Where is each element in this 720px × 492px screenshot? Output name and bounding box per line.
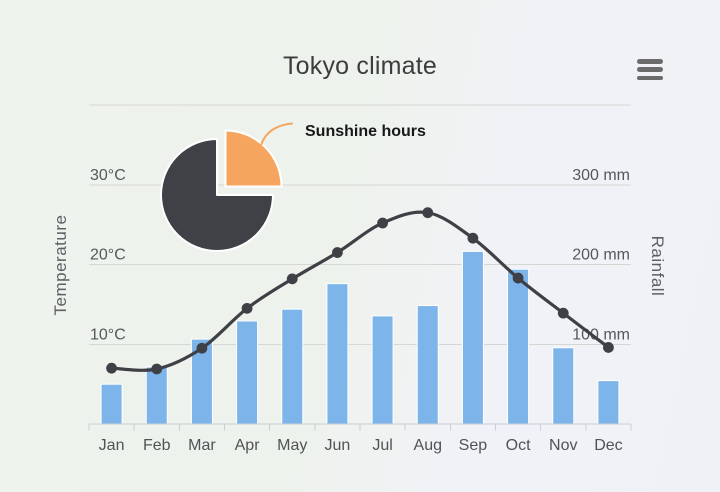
temperature-tick-labels: 10°C 20°C 30°C xyxy=(90,167,126,344)
x-axis-label-nov: Nov xyxy=(549,437,577,454)
rainfall-bar-oct[interactable] xyxy=(507,268,530,425)
temperature-point-apr[interactable] xyxy=(241,302,253,314)
hamburger-menu-icon[interactable] xyxy=(637,59,663,80)
x-axis-label-sep: Sep xyxy=(459,437,488,454)
pie-callout-label: Sunshine hours xyxy=(305,123,426,140)
pie-slice-sunshine-hours[interactable] xyxy=(224,129,283,188)
rainfall-bar-feb[interactable] xyxy=(145,366,168,425)
x-axis xyxy=(88,423,632,431)
x-axis-label-feb: Feb xyxy=(143,437,171,454)
temperature-point-sep[interactable] xyxy=(467,232,479,244)
month-labels: Jan Feb Mar Apr May Jun Jul Aug Sep Oct Nov Dec xyxy=(99,437,623,454)
temperature-point-aug[interactable] xyxy=(422,207,434,219)
rainfall-bar-nov[interactable] xyxy=(552,347,575,425)
x-axis-label-oct: Oct xyxy=(506,437,531,454)
rainfall-bars xyxy=(100,250,620,425)
rainfall-bar-sep[interactable] xyxy=(461,250,484,425)
rainfall-bar-dec[interactable] xyxy=(597,380,620,425)
hamburger-bar xyxy=(637,75,663,80)
hamburger-bar xyxy=(637,59,663,64)
rainfall-bar-jun[interactable] xyxy=(326,283,349,425)
temperature-tick-label: 20°C xyxy=(90,247,126,264)
x-axis-label-jul: Jul xyxy=(372,437,392,454)
temperature-axis-title: Temperature xyxy=(51,215,70,316)
temperature-tick-label: 30°C xyxy=(90,167,126,184)
page-title: Tokyo climate xyxy=(282,52,438,80)
rainfall-bar-jul[interactable] xyxy=(371,315,394,425)
x-axis-label-mar: Mar xyxy=(188,437,216,454)
rainfall-axis-title: Rainfall xyxy=(648,236,667,297)
rainfall-bar-jan[interactable] xyxy=(100,383,123,425)
temperature-point-jul[interactable] xyxy=(377,217,388,229)
rainfall-bar-aug[interactable] xyxy=(416,305,439,425)
rainfall-tick-label: 200 mm xyxy=(572,247,630,264)
temperature-point-jan[interactable] xyxy=(106,362,117,374)
pie-slice-other[interactable] xyxy=(160,138,274,252)
temperature-point-feb[interactable] xyxy=(151,363,163,375)
temperature-point-mar[interactable] xyxy=(196,342,208,354)
x-axis-label-aug: Aug xyxy=(414,437,442,454)
x-axis-label-jan: Jan xyxy=(99,437,125,454)
temperature-point-oct[interactable] xyxy=(512,272,524,284)
temperature-line xyxy=(106,207,614,375)
pie-callout-connector xyxy=(260,122,293,145)
temperature-point-may[interactable] xyxy=(286,273,298,285)
temperature-point-dec[interactable] xyxy=(603,342,614,353)
rainfall-tick-label: 300 mm xyxy=(572,167,630,184)
temperature-point-jun[interactable] xyxy=(332,247,343,258)
hamburger-bar xyxy=(637,67,663,72)
temperature-tick-label: 10°C xyxy=(90,326,126,343)
x-axis-label-dec: Dec xyxy=(594,437,622,454)
sunshine-pie xyxy=(160,129,283,252)
x-axis-label-jun: Jun xyxy=(325,437,351,454)
rainfall-bar-may[interactable] xyxy=(281,308,304,425)
temperature-point-nov[interactable] xyxy=(557,307,569,319)
rainfall-bar-apr[interactable] xyxy=(236,320,259,425)
x-axis-label-may: May xyxy=(277,437,307,454)
x-axis-label-apr: Apr xyxy=(235,437,261,454)
